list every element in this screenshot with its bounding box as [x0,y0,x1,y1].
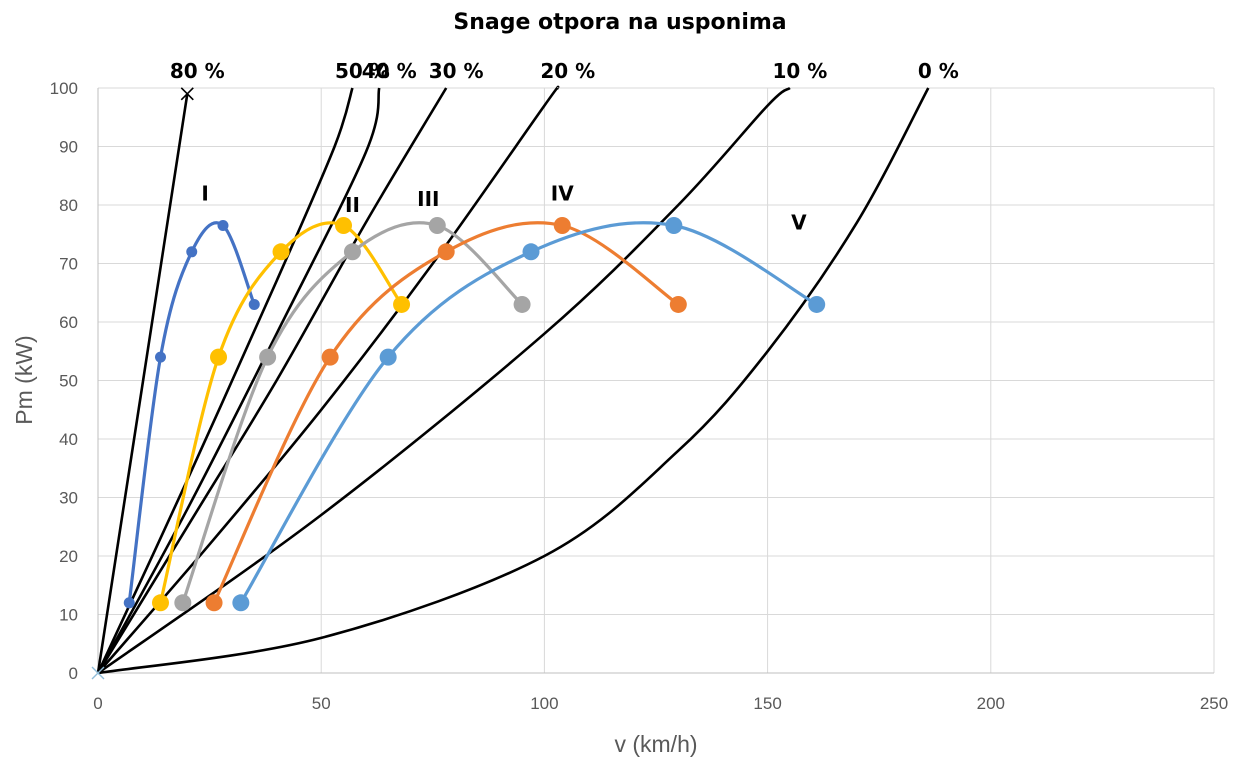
y-tick-label: 40 [59,430,78,449]
series-label-iii: III [417,187,439,211]
resistance-label-0: 0 % [918,59,959,83]
resistance-curve-30 [96,87,448,674]
y-tick-label: 0 [69,664,78,683]
y-tick-label: 100 [50,79,78,98]
y-tick-label: 60 [59,313,78,332]
series-point-v [808,295,826,313]
series-point-v [379,348,397,366]
x-tick-label: 0 [93,694,102,713]
series-point-v [232,594,250,612]
series-point-iii [513,295,531,313]
gear-series [123,216,826,612]
y-tick-label: 30 [59,489,78,508]
series-point-iv [437,243,455,261]
x-axis-title: v (km/h) [614,731,697,757]
gridlines [98,87,1215,673]
y-tick-label: 10 [59,606,78,625]
resistance-label-40: 40 % [362,59,417,83]
y-tick-labels: 0 10 20 30 40 50 60 70 80 90 100 [50,79,78,683]
series-point-iv [321,348,339,366]
series-point-i [248,298,260,310]
y-axis-title: Pm (kW) [11,335,37,424]
resistance-curve-0 [97,87,930,675]
axes [97,88,1214,674]
series-point-iv [205,594,223,612]
resistance-label-10: 10 % [772,59,827,83]
resistance-curve-80 [96,93,189,674]
series-point-v [665,216,683,234]
series-line-iii [181,221,524,604]
series-point-iv [553,216,571,234]
y-tick-label: 20 [59,547,78,566]
chart-title: Snage otpora na usponima [453,10,786,35]
series-line-iv [212,221,680,604]
series-point-i [154,351,166,363]
series-line-v [239,221,818,604]
series-point-ii [335,216,353,234]
resistance-label-50: 50 % [335,59,390,83]
series-label-i: I [201,181,208,205]
origin-marker [91,666,105,680]
series-point-ii [272,243,290,261]
resistance-curves [91,85,930,680]
series-point-iii [428,216,446,234]
series-point-ii [210,348,228,366]
y-tick-label: 80 [59,196,78,215]
series-point-iii [343,243,361,261]
y-tick-label: 70 [59,255,78,274]
series-line-i [127,221,256,604]
series-point-i [186,246,198,258]
series-point-ii [151,594,169,612]
x-tick-label: 50 [312,694,331,713]
series-point-iii [259,348,277,366]
annotations: 80 % 50 %40 % 30 % 20 % 10 % 0 %I II III IVV [170,59,959,235]
series-label-v: V [791,211,807,235]
y-tick-label: 90 [59,138,78,157]
series-point-iii [174,594,192,612]
y-tick-label: 50 [59,372,78,391]
resistance-label-30: 30 % [429,59,484,83]
series-point-i [123,597,135,609]
series-label-ii: II [345,193,360,217]
x-tick-labels: 0 50 100 150 200 250 [93,694,1228,713]
series-point-i [217,219,229,231]
series-point-ii [393,295,411,313]
resistance-label-80: 80 % [170,59,225,83]
resistance-curve-10 [97,86,791,675]
x-tick-label: 250 [1200,694,1228,713]
resistance-curve-50 [96,87,354,674]
series-label-iv: IV [551,181,574,205]
series-point-v [522,243,540,261]
series-line-ii [158,221,403,604]
resistance-curve-20 [97,85,560,674]
x-tick-label: 200 [977,694,1005,713]
x-tick-label: 150 [753,694,781,713]
x-tick-label: 100 [530,694,558,713]
series-point-iv [669,295,687,313]
resistance-end-marker [180,87,194,101]
resistance-label-20: 20 % [540,59,595,83]
